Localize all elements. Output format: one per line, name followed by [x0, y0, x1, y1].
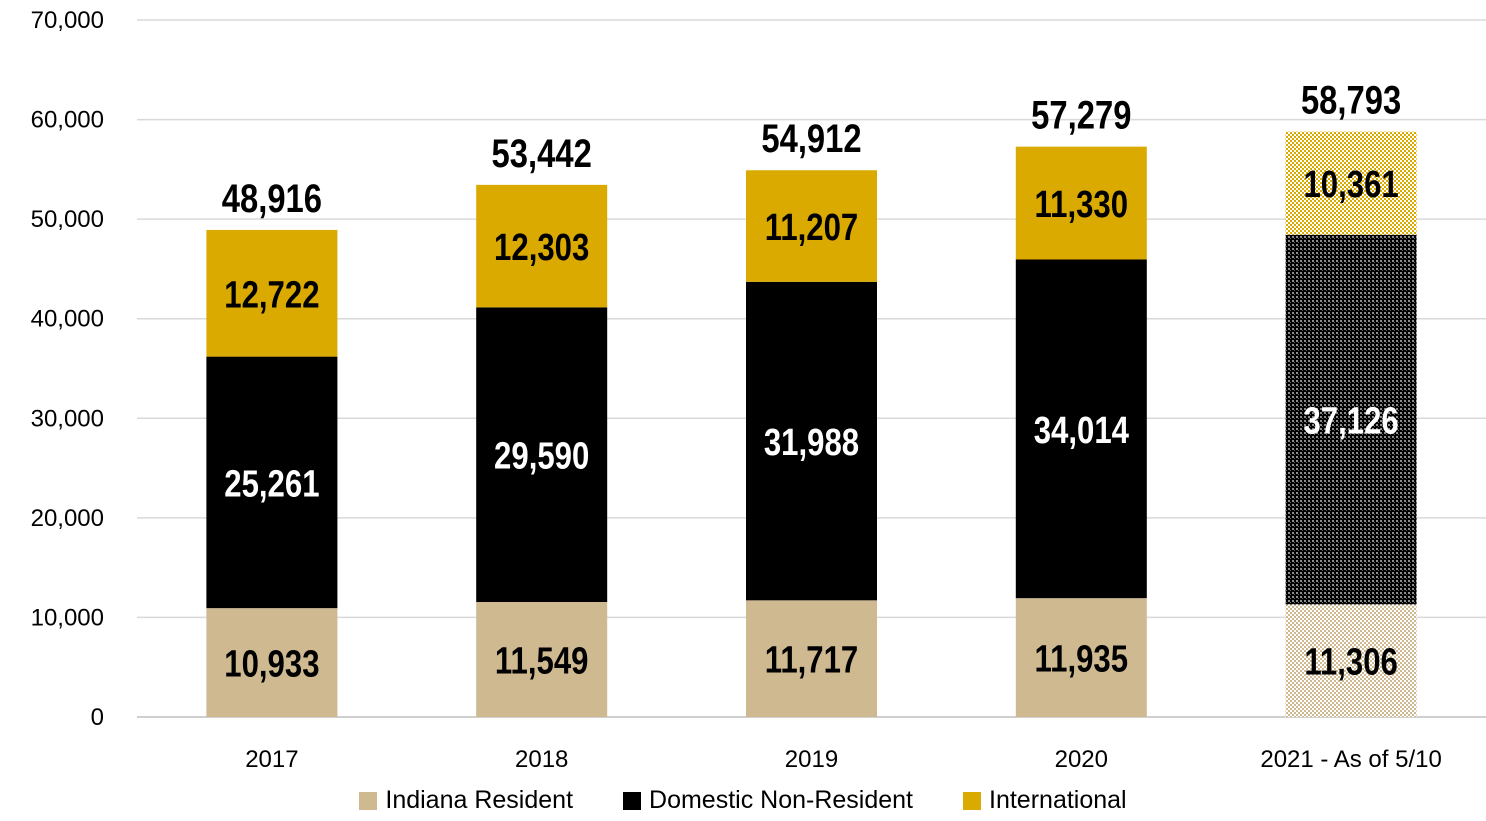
total-label: 58,793: [1301, 78, 1401, 123]
legend: Indiana Resident Domestic Non-Resident I…: [0, 786, 1486, 815]
data-label: 37,126: [1303, 401, 1398, 443]
data-label: 29,590: [494, 436, 589, 478]
bar-segment: [1015, 259, 1147, 599]
bar-segment: [206, 229, 338, 357]
y-axis: 0 10,000 20,000 30,000 40,000 50,000 60,000 70,…: [31, 7, 104, 731]
data-label: 34,014: [1034, 410, 1130, 452]
legend-swatch-domestic-non-resident: [623, 791, 642, 810]
x-tick-label: 2021 - As of 5/10: [1260, 746, 1441, 773]
data-label: 11,549: [495, 641, 589, 683]
y-tick-label: 20,000: [31, 505, 104, 532]
legend-swatch-indiana-resident: [359, 791, 378, 810]
data-label: 11,207: [765, 207, 859, 249]
bars: 10,933 25,261 12,722 48,916 11,549 29,590 12,3…: [206, 78, 1417, 717]
legend-item-domestic-non-resident: Domestic Non-Resident: [623, 786, 913, 815]
data-label: 12,722: [224, 274, 319, 316]
x-tick-label: 2017: [245, 746, 298, 773]
legend-item-international: International: [963, 786, 1127, 815]
legend-swatch-international: [963, 791, 982, 810]
data-label: 11,306: [1304, 642, 1398, 684]
y-tick-label: 0: [91, 704, 104, 731]
bar-segment: [476, 184, 608, 308]
data-label: 25,261: [224, 464, 319, 506]
bar-segment: [206, 608, 338, 717]
y-tick-label: 50,000: [31, 206, 104, 233]
bar-segment: [1285, 234, 1417, 605]
y-tick-label: 60,000: [31, 107, 104, 134]
bar-segment: [746, 170, 877, 282]
legend-item-indiana-resident: Indiana Resident: [359, 786, 573, 815]
bar-segment: [476, 602, 608, 717]
legend-label-indiana-resident: Indiana Resident: [385, 786, 574, 814]
y-tick-label: 30,000: [31, 405, 104, 432]
bar-segment: [476, 307, 608, 603]
total-label: 53,442: [492, 131, 592, 176]
y-tick-label: 10,000: [31, 604, 104, 631]
data-label: 12,303: [494, 227, 589, 269]
x-tick-label: 2019: [785, 746, 838, 773]
data-label: 11,717: [765, 640, 859, 682]
bar-segment: [1015, 598, 1147, 717]
bar-segment: [1285, 604, 1417, 717]
y-tick-label: 40,000: [31, 306, 104, 333]
bar-segment: [1285, 131, 1417, 235]
data-label: 11,330: [1035, 184, 1129, 226]
stacked-bar-chart: 0 10,000 20,000 30,000 40,000 50,000 60,000 70,…: [31, 7, 1486, 773]
legend-label-domestic-non-resident: Domestic Non-Resident: [649, 786, 914, 814]
bar-segment: [206, 356, 338, 609]
bar-segment: [746, 600, 877, 717]
data-label: 10,933: [224, 644, 319, 686]
bar-segment: [746, 281, 877, 601]
data-label: 10,361: [1303, 164, 1398, 206]
x-axis: 2017 2018 2019 2020 2021 - As of 5/10: [245, 746, 1442, 773]
total-label: 54,912: [761, 116, 861, 161]
total-label: 48,916: [222, 176, 322, 221]
x-tick-label: 2018: [515, 746, 568, 773]
total-label: 57,279: [1031, 93, 1131, 138]
x-tick-label: 2020: [1055, 746, 1108, 773]
data-label: 31,988: [764, 422, 859, 464]
y-tick-label: 70,000: [31, 7, 104, 34]
legend-label-international: International: [989, 786, 1127, 814]
data-label: 11,935: [1035, 639, 1129, 681]
bar-segment: [1015, 146, 1147, 260]
